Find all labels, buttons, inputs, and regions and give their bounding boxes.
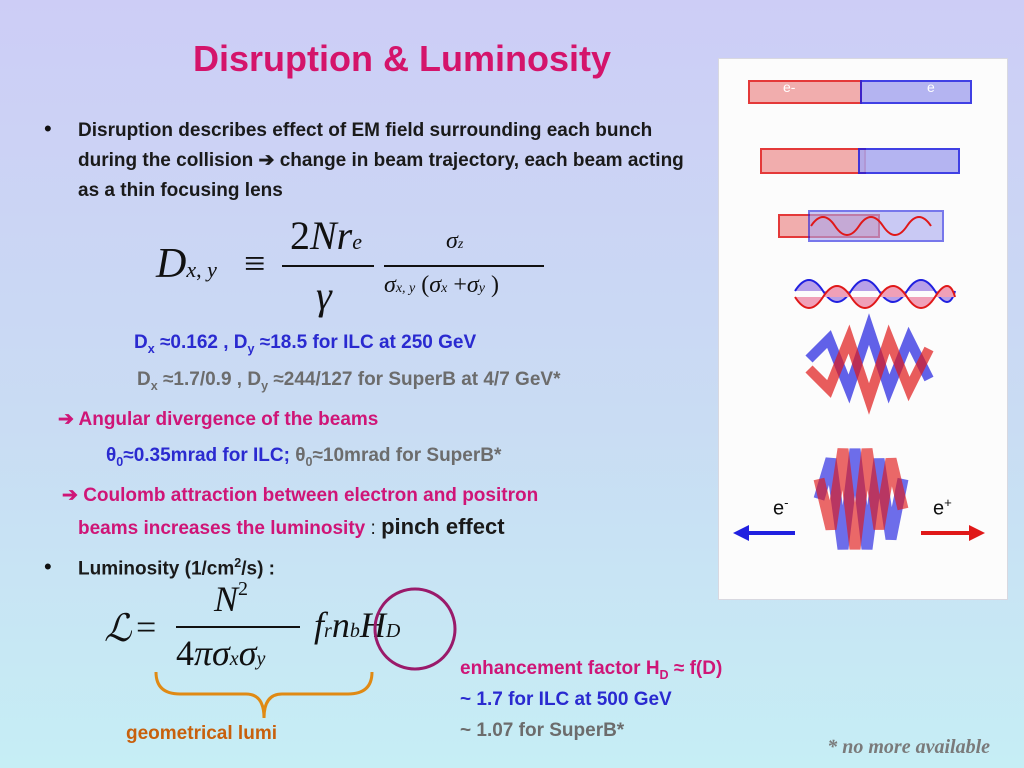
theta-values: θ0≈0.35mrad for ILC; θ0≈10mrad for Super… [106,445,502,469]
coulomb-line-2: beams increases the luminosity : pinch e… [78,514,505,539]
disruption-formula: Dx, y ≡ 2Nre γ σz σx, y (σx +σy ) [150,210,570,330]
superb-enhancement: ~ 1.07 for SuperB* [460,720,625,741]
positron-label: e+ [933,495,952,520]
footnote: * no more available [827,736,990,758]
enhancement-factor: enhancement factor HD ≈ f(D) [460,658,723,682]
superb-disruption-values: Dx ≈1.7/0.9 , Dy ≈244/127 for SuperB at … [137,369,561,393]
disruption-text: Disruption describes effect of EM field … [78,120,653,171]
ilc-enhancement: ~ 1.7 for ILC at 500 GeV [460,689,672,710]
slide-title: Disruption & Luminosity [193,38,611,79]
electron-label: e- [773,495,789,520]
arrow-right-icon: ➔ [258,150,275,171]
geometrical-brace [154,671,374,719]
geometrical-lumi-label: geometrical lumi [126,723,277,744]
bullet-dot: • [44,554,52,579]
beam-disruption-figure: e- e e- e+ [718,58,1008,600]
bullet-disruption: Disruption describes effect of EM field … [78,116,710,206]
beam-simulation-image [733,80,985,550]
top-electron-label: e- [783,79,796,95]
hd-highlight-circle [373,587,457,671]
top-positron-label: e [927,79,935,95]
luminosity-formula: ℒ = N2 4πσxσy frnbHD [104,578,401,673]
arrow-right-icon: ➔ [58,409,74,430]
coulomb-line-1: ➔ Coulomb attraction between electron an… [62,485,539,506]
arrow-right-icon: ➔ [62,485,78,506]
angular-divergence: ➔ Angular divergence of the beams [58,409,379,430]
luminosity-label: Luminosity (1/cm2/s) : [78,556,276,580]
ilc-disruption-values: Dx ≈0.162 , Dy ≈18.5 for ILC at 250 GeV [134,332,477,356]
disruption-text-rest: change in beam trajectory, each beam act… [78,150,684,201]
bullet-dot: • [44,116,52,141]
